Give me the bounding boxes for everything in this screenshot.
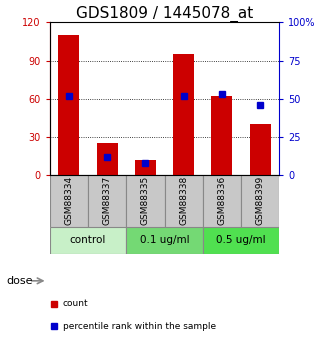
Bar bbox=[58, 35, 79, 175]
Bar bbox=[126, 175, 164, 227]
Bar bbox=[241, 175, 279, 227]
Bar bbox=[135, 160, 156, 175]
Text: GSM88334: GSM88334 bbox=[65, 176, 74, 225]
Text: percentile rank within the sample: percentile rank within the sample bbox=[63, 322, 216, 331]
Text: GSM88399: GSM88399 bbox=[256, 176, 265, 225]
Bar bbox=[50, 227, 126, 254]
Bar bbox=[50, 175, 88, 227]
Text: 0.5 ug/ml: 0.5 ug/ml bbox=[216, 236, 266, 246]
Bar bbox=[164, 175, 203, 227]
Text: GSM88338: GSM88338 bbox=[179, 176, 188, 225]
Text: 0.1 ug/ml: 0.1 ug/ml bbox=[140, 236, 189, 246]
Bar bbox=[203, 175, 241, 227]
Bar bbox=[126, 227, 203, 254]
Bar bbox=[88, 175, 126, 227]
Bar bbox=[203, 227, 279, 254]
Text: dose: dose bbox=[6, 276, 33, 286]
Bar bbox=[250, 124, 271, 175]
Text: control: control bbox=[70, 236, 106, 246]
Text: GSM88336: GSM88336 bbox=[217, 176, 226, 225]
Title: GDS1809 / 1445078_at: GDS1809 / 1445078_at bbox=[76, 6, 253, 22]
Bar bbox=[211, 96, 232, 175]
Text: GSM88337: GSM88337 bbox=[103, 176, 112, 225]
Bar bbox=[173, 54, 194, 175]
Text: count: count bbox=[63, 299, 88, 308]
Bar bbox=[97, 143, 118, 175]
Text: GSM88335: GSM88335 bbox=[141, 176, 150, 225]
